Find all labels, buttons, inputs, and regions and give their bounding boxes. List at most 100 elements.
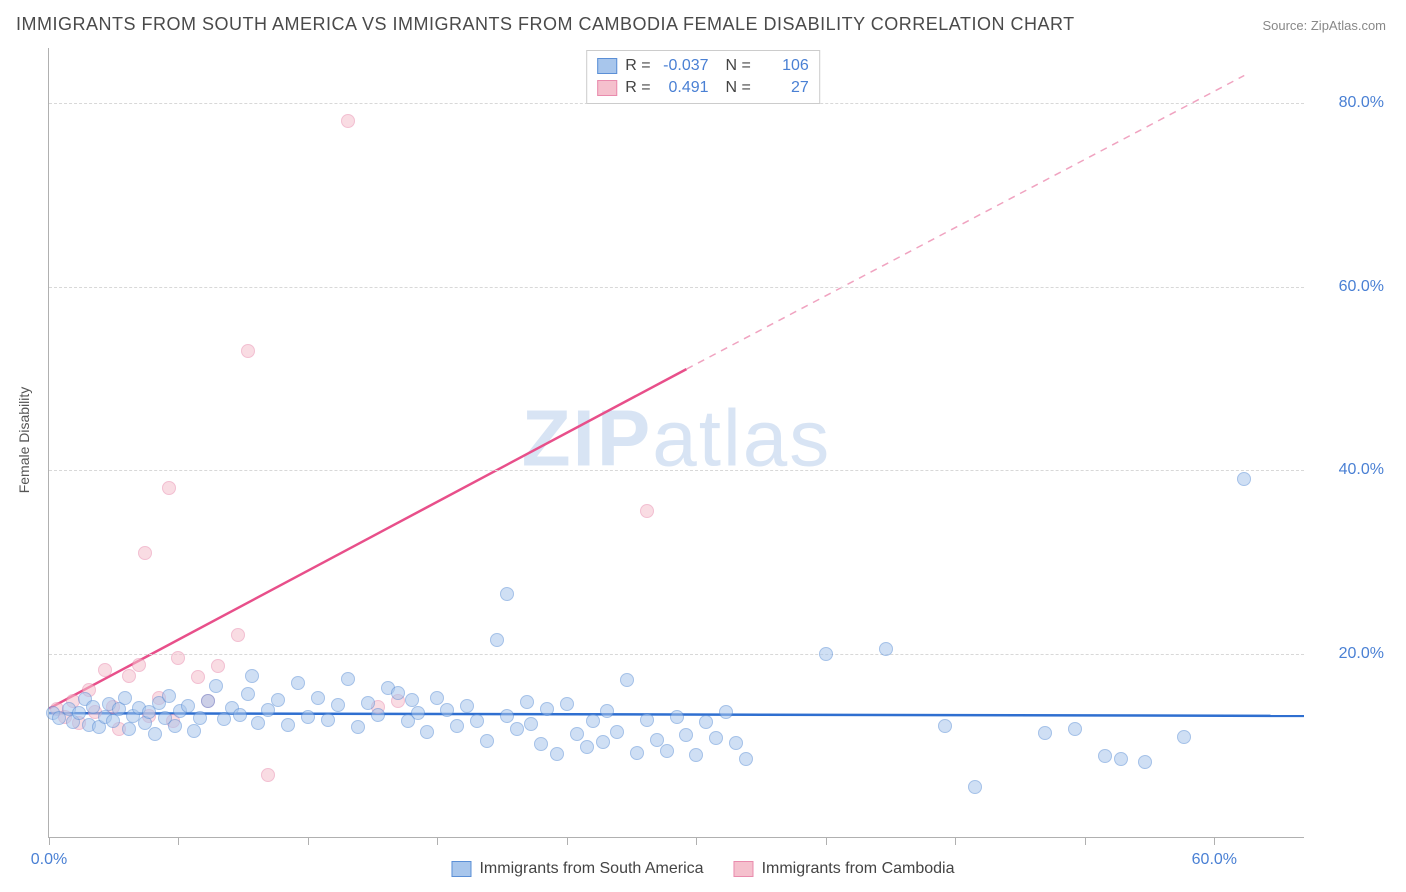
scatter-point-south-america xyxy=(560,697,574,711)
legend-label-south-america: Immigrants from South America xyxy=(479,860,703,878)
scatter-point-south-america xyxy=(699,715,713,729)
stat-r-value-sa: -0.037 xyxy=(659,55,709,77)
scatter-point-cambodia xyxy=(341,114,355,128)
scatter-point-cambodia xyxy=(171,651,185,665)
scatter-point-south-america xyxy=(122,722,136,736)
scatter-point-south-america xyxy=(520,695,534,709)
scatter-point-south-america xyxy=(1114,752,1128,766)
scatter-point-south-america xyxy=(819,647,833,661)
scatter-point-south-america xyxy=(490,633,504,647)
x-tick xyxy=(178,837,179,845)
scatter-point-south-america xyxy=(420,725,434,739)
watermark-prefix: ZIP xyxy=(522,393,652,482)
plot-area: ZIPatlas 20.0%40.0%60.0%80.0%0.0%60.0% xyxy=(48,48,1304,838)
gridline-h xyxy=(49,287,1304,288)
scatter-point-south-america xyxy=(460,699,474,713)
scatter-point-cambodia xyxy=(138,546,152,560)
scatter-point-south-america xyxy=(209,679,223,693)
scatter-point-south-america xyxy=(500,709,514,723)
scatter-point-south-america xyxy=(148,727,162,741)
x-tick xyxy=(696,837,697,845)
scatter-point-south-america xyxy=(1068,722,1082,736)
scatter-point-south-america xyxy=(586,714,600,728)
swatch-cambodia xyxy=(597,80,617,96)
scatter-point-south-america xyxy=(679,728,693,742)
scatter-point-cambodia xyxy=(132,658,146,672)
legend-swatch-south-america xyxy=(451,861,471,877)
scatter-point-cambodia xyxy=(231,628,245,642)
scatter-point-south-america xyxy=(241,687,255,701)
scatter-point-south-america xyxy=(1177,730,1191,744)
stats-legend-box: R = -0.037 N = 106 R = 0.491 N = 27 xyxy=(586,50,820,104)
source-attribution: Source: ZipAtlas.com xyxy=(1262,18,1386,33)
scatter-point-south-america xyxy=(193,711,207,725)
scatter-point-south-america xyxy=(281,718,295,732)
scatter-point-south-america xyxy=(500,587,514,601)
scatter-point-cambodia xyxy=(98,663,112,677)
stat-n-label: N = xyxy=(717,55,751,77)
scatter-point-south-america xyxy=(670,710,684,724)
scatter-point-south-america xyxy=(112,702,126,716)
x-tick-label: 60.0% xyxy=(1192,851,1237,869)
scatter-point-south-america xyxy=(968,780,982,794)
scatter-point-south-america xyxy=(168,719,182,733)
bottom-legend: Immigrants from South America Immigrants… xyxy=(451,860,954,878)
x-tick xyxy=(308,837,309,845)
scatter-point-south-america xyxy=(620,673,634,687)
scatter-point-south-america xyxy=(938,719,952,733)
x-tick xyxy=(826,837,827,845)
scatter-point-south-america xyxy=(510,722,524,736)
stat-r-value-kh: 0.491 xyxy=(659,77,709,99)
scatter-point-cambodia xyxy=(261,768,275,782)
scatter-point-south-america xyxy=(311,691,325,705)
scatter-point-south-america xyxy=(719,705,733,719)
trend-line xyxy=(49,369,686,708)
stats-row-south-america: R = -0.037 N = 106 xyxy=(597,55,809,77)
scatter-point-south-america xyxy=(361,696,375,710)
watermark-suffix: atlas xyxy=(652,393,831,482)
scatter-point-south-america xyxy=(440,703,454,717)
scatter-point-south-america xyxy=(660,744,674,758)
scatter-point-south-america xyxy=(709,731,723,745)
scatter-point-south-america xyxy=(251,716,265,730)
scatter-point-south-america xyxy=(371,708,385,722)
scatter-point-south-america xyxy=(610,725,624,739)
x-tick xyxy=(955,837,956,845)
stat-n-label: N = xyxy=(717,77,751,99)
scatter-point-south-america xyxy=(580,740,594,754)
scatter-point-south-america xyxy=(201,694,215,708)
gridline-h xyxy=(49,654,1304,655)
scatter-point-south-america xyxy=(411,706,425,720)
scatter-point-south-america xyxy=(534,737,548,751)
scatter-point-south-america xyxy=(162,689,176,703)
scatter-point-south-america xyxy=(630,746,644,760)
x-tick xyxy=(437,837,438,845)
scatter-point-south-america xyxy=(450,719,464,733)
scatter-point-cambodia xyxy=(211,659,225,673)
scatter-point-south-america xyxy=(72,706,86,720)
stat-r-label: R = xyxy=(625,55,650,77)
scatter-point-south-america xyxy=(233,708,247,722)
scatter-point-south-america xyxy=(291,676,305,690)
scatter-point-south-america xyxy=(470,714,484,728)
trend-line xyxy=(686,76,1244,370)
scatter-point-south-america xyxy=(480,734,494,748)
scatter-point-south-america xyxy=(570,727,584,741)
scatter-point-south-america xyxy=(596,735,610,749)
scatter-point-south-america xyxy=(1237,472,1251,486)
y-tick-label: 40.0% xyxy=(1314,461,1384,479)
scatter-point-south-america xyxy=(430,691,444,705)
scatter-point-south-america xyxy=(391,686,405,700)
legend-item-south-america: Immigrants from South America xyxy=(451,860,703,878)
scatter-point-south-america xyxy=(1098,749,1112,763)
x-tick xyxy=(1085,837,1086,845)
scatter-point-south-america xyxy=(351,720,365,734)
scatter-point-south-america xyxy=(729,736,743,750)
scatter-point-south-america xyxy=(321,713,335,727)
scatter-point-south-america xyxy=(1138,755,1152,769)
x-tick xyxy=(1214,837,1215,845)
scatter-point-south-america xyxy=(524,717,538,731)
scatter-point-south-america xyxy=(301,710,315,724)
scatter-point-south-america xyxy=(600,704,614,718)
scatter-point-south-america xyxy=(550,747,564,761)
